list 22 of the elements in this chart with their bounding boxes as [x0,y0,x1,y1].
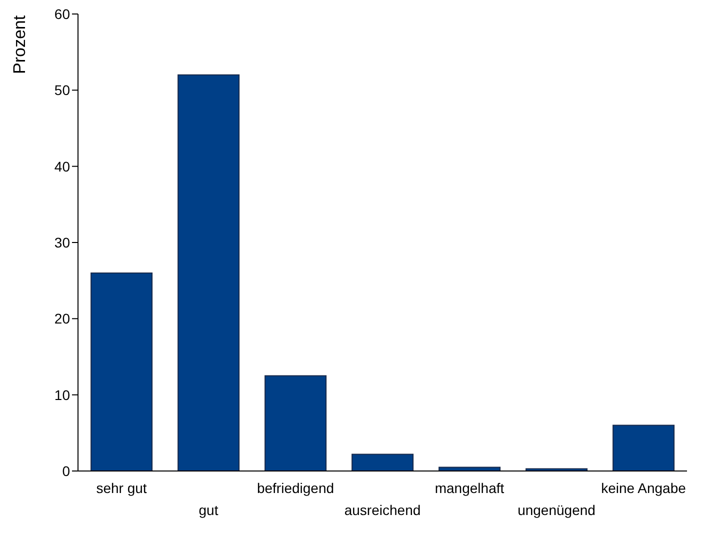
bar [438,466,501,471]
x-tick-label: ungenügend [518,502,596,518]
x-tick-label: mangelhaft [434,480,504,496]
bar [612,424,675,471]
y-tick-label: 30 [54,234,70,250]
y-tick-label: 40 [54,158,70,174]
x-tick-label: sehr gut [96,480,147,496]
x-tick-label: keine Angabe [601,480,686,496]
y-tick-label: 20 [54,310,70,327]
bar [526,468,588,471]
x-tick-label: gut [198,502,218,518]
y-tick-label: 0 [62,462,70,479]
y-axis-title: Prozent [10,15,30,74]
bar [352,454,414,471]
x-tick-label: ausreichend [344,502,421,518]
y-tick-label: 60 [54,6,70,22]
bar [90,272,153,471]
y-tick-label: 10 [54,386,70,403]
x-tick-label: befriedigend [256,480,334,496]
bar [178,74,240,471]
bar [264,375,327,471]
y-tick-label: 50 [54,82,70,98]
